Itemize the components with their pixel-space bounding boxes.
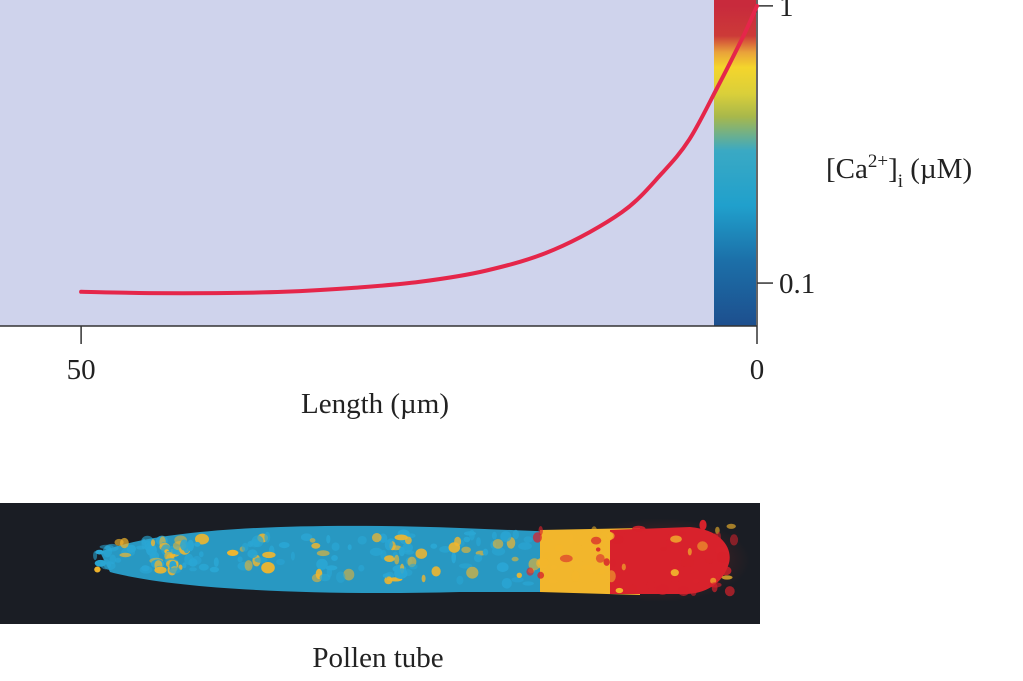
pollen-tube-body <box>93 519 739 597</box>
y-axis-label: [Ca2+]i (µM) <box>826 151 972 192</box>
y-axis-label-base: [Ca <box>826 153 868 185</box>
y-axis-label-unit: (µM) <box>903 153 972 185</box>
plot-background <box>0 0 716 326</box>
x-axis-label: Length (µm) <box>301 388 449 420</box>
y-tick-label: 1 <box>779 0 794 23</box>
micrograph-caption: Pollen tube <box>312 642 443 674</box>
y-axis-label-sub: i <box>898 171 903 192</box>
x-ticks: 50 0 <box>67 326 765 386</box>
y-axis-label-close: ] <box>888 153 898 185</box>
y-axis-label-sup: 2+ <box>868 151 888 172</box>
tube-speckles <box>93 519 739 597</box>
y-tick-label: 0.1 <box>779 268 815 300</box>
ca-concentration-line <box>79 3 759 296</box>
x-tick-label: 0 <box>750 354 765 386</box>
pollen-tube-micrograph: Pollen tube <box>0 503 760 674</box>
tube-shank <box>100 525 560 594</box>
y-ticks: 10.1 <box>757 0 815 300</box>
x-tick-label: 50 <box>67 354 96 386</box>
chart: 50 0 10.1 Length (µm) [Ca2+]i (µM) <box>0 0 972 420</box>
